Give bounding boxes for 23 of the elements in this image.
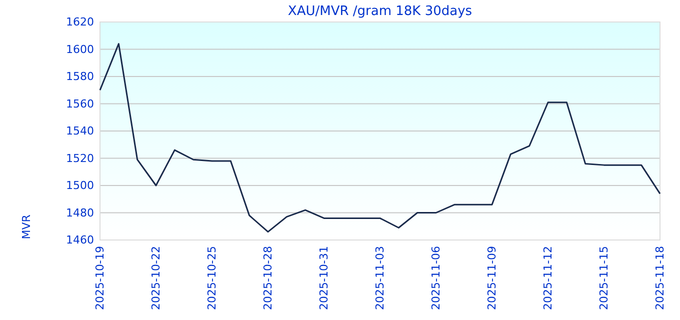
x-tick-label: 2025-11-09 xyxy=(486,246,499,310)
x-tick-label: 2025-11-18 xyxy=(654,246,667,310)
y-tick-label: 1480 xyxy=(66,206,94,220)
x-tick-label: 2025-11-06 xyxy=(430,246,443,310)
line-series xyxy=(99,43,661,233)
y-tick-label: 1540 xyxy=(66,124,94,138)
y-tick-label: 1620 xyxy=(66,16,94,29)
x-tick-label: 2025-11-03 xyxy=(374,246,387,310)
x-tick-label: 2025-11-15 xyxy=(598,246,611,310)
y-tick-label: 1520 xyxy=(66,152,94,165)
y-tick-label: 1460 xyxy=(66,234,94,247)
x-tick-label: 2025-10-22 xyxy=(150,246,163,310)
y-axis-title: MVR xyxy=(20,214,33,240)
chart-title: XAU/MVR /gram 18K 30days xyxy=(288,4,472,19)
y-tick-label: 1560 xyxy=(66,97,94,110)
x-tick-label: 2025-10-28 xyxy=(262,246,275,310)
x-tick-label: 2025-10-31 xyxy=(318,246,331,310)
x-tick-label: 2025-10-25 xyxy=(206,246,219,310)
y-tick-label: 1580 xyxy=(66,70,94,84)
x-tick-label: 2025-10-19 xyxy=(94,246,107,310)
y-tick-label: 1500 xyxy=(66,179,94,192)
x-tick-label: 2025-11-12 xyxy=(542,246,555,310)
y-tick-label: 1600 xyxy=(66,42,94,56)
